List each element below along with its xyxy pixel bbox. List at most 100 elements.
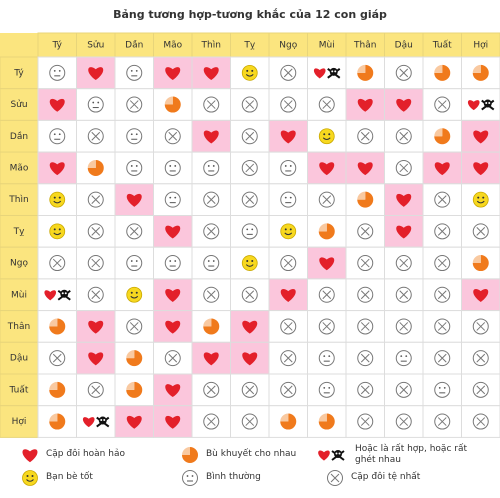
icon (434, 318, 451, 335)
icon (126, 96, 143, 113)
cross (91, 258, 101, 268)
eye (135, 133, 138, 136)
icon (472, 318, 489, 335)
cross (399, 68, 409, 78)
icon (241, 159, 258, 176)
eye (26, 475, 29, 477)
row-header: Mão (10, 163, 29, 173)
cross (360, 258, 370, 268)
icon (241, 128, 258, 145)
cross (91, 290, 101, 300)
icon (434, 350, 451, 367)
icon (473, 130, 489, 144)
icon (203, 130, 219, 144)
icon (318, 350, 335, 367)
eye (130, 69, 133, 72)
icon (49, 255, 66, 272)
icon (357, 255, 374, 272)
icon (49, 98, 65, 112)
row-header: Ngọ (10, 259, 28, 269)
smiley (49, 223, 66, 240)
cross (322, 290, 332, 300)
eye (488, 102, 491, 105)
heart (434, 162, 450, 176)
eye (186, 475, 189, 477)
smiley (318, 128, 335, 145)
icon (126, 223, 143, 240)
eye (130, 133, 133, 136)
heart (319, 162, 335, 176)
cell (37, 278, 77, 312)
eye (174, 196, 177, 199)
icon (434, 223, 451, 240)
icon (126, 318, 143, 335)
eye (289, 228, 292, 231)
icon (87, 128, 104, 145)
heart (473, 130, 489, 144)
column-header: Tỵ (243, 41, 255, 51)
cross (476, 353, 486, 363)
legend-label: Cặp đôi hoàn hảo (46, 449, 125, 459)
eye (174, 260, 177, 262)
icon (22, 449, 38, 463)
icon (472, 223, 489, 240)
cell (114, 215, 154, 248)
icon (126, 286, 143, 303)
icon (165, 225, 181, 239)
cross (245, 195, 255, 205)
cross (437, 290, 447, 300)
icon (164, 255, 181, 272)
cell (230, 246, 270, 280)
icon (87, 286, 104, 303)
pie-slice (280, 413, 289, 422)
icon (87, 159, 104, 176)
icon (395, 128, 412, 145)
cross (91, 226, 101, 236)
cross (360, 417, 370, 426)
heart (165, 320, 181, 334)
eye (53, 228, 56, 231)
heart (473, 162, 489, 176)
eye (246, 260, 249, 263)
icon (280, 350, 297, 367)
icon (473, 289, 489, 302)
cross (399, 258, 409, 268)
cross (52, 258, 62, 268)
cross (360, 290, 370, 300)
heart (165, 67, 181, 81)
row-header-bg (0, 215, 39, 248)
heart (126, 415, 142, 429)
heart (88, 320, 104, 334)
face (49, 64, 66, 81)
cell (422, 56, 462, 90)
cell (422, 405, 462, 438)
cross (283, 385, 293, 395)
pie-slice (434, 64, 443, 73)
legend-label: Hoặc là rất hợp, hoặc rất ghét nhau (355, 444, 468, 465)
icon (203, 318, 220, 335)
eye (135, 165, 138, 167)
cell (76, 405, 116, 438)
heart (242, 320, 258, 334)
icon (49, 381, 66, 398)
smiley (49, 191, 66, 208)
icon (241, 96, 258, 113)
icon (395, 159, 412, 176)
eye (169, 260, 172, 262)
pie-slice (49, 413, 58, 422)
cross (283, 68, 293, 78)
pie-slice (318, 413, 327, 422)
eye (130, 165, 133, 167)
face (164, 159, 181, 176)
eye (323, 133, 326, 136)
icon (395, 255, 412, 272)
icon (318, 381, 335, 398)
icon (357, 128, 374, 145)
mouth (322, 137, 331, 140)
eye (174, 165, 177, 167)
eye (64, 292, 67, 295)
bones (96, 416, 110, 428)
cross (129, 226, 139, 236)
icon (280, 64, 297, 81)
